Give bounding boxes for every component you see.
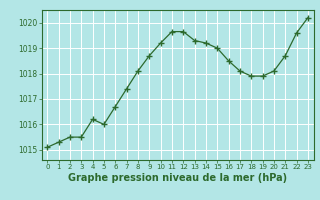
X-axis label: Graphe pression niveau de la mer (hPa): Graphe pression niveau de la mer (hPa) <box>68 173 287 183</box>
